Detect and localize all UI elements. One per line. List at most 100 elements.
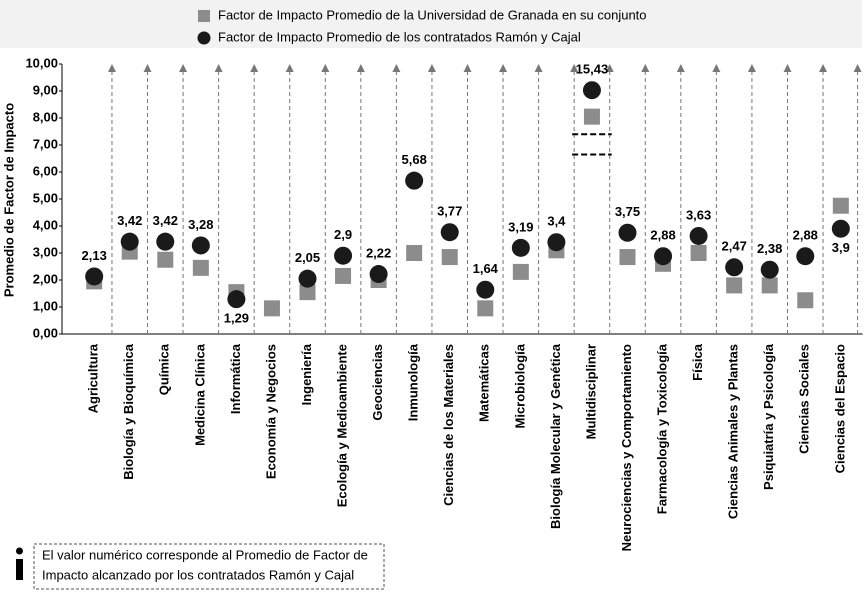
circle-marker [440, 223, 459, 242]
data-label: 3,28 [188, 217, 213, 232]
separator-arrow [427, 64, 436, 72]
data-label: 5,68 [402, 152, 427, 167]
square-marker [761, 277, 778, 294]
square-marker [406, 245, 423, 261]
square-marker [441, 249, 458, 266]
x-tick-label: Matemáticas [477, 344, 492, 422]
square-marker [477, 300, 494, 317]
data-label: 3,42 [153, 213, 178, 228]
x-tick-label: Física [690, 343, 705, 381]
y-tick-label: 9,00 [33, 82, 58, 97]
circle-marker [476, 280, 495, 299]
square-marker [797, 292, 814, 309]
separator-arrow [534, 64, 543, 72]
circle-marker [298, 269, 317, 288]
circle-marker [191, 236, 210, 255]
y-tick-label: 4,00 [33, 217, 58, 232]
separator-arrow [676, 64, 685, 72]
separator-arrow [747, 64, 756, 72]
separator-arrow [499, 64, 508, 72]
legend-label: Factor de Impacto Promedio de los contra… [218, 29, 581, 44]
circle-marker [334, 246, 353, 265]
y-tick-label: 5,00 [33, 190, 58, 205]
data-label: 3,19 [508, 219, 533, 234]
y-tick-label: 10,00 [25, 55, 58, 70]
data-label: 15,43 [576, 62, 609, 77]
info-icon-dot [16, 547, 23, 555]
separator-arrow [321, 64, 330, 72]
x-tick-label: Ecología y Medioambiente [334, 344, 349, 507]
data-label: 3,4 [547, 214, 566, 229]
data-label: 3,75 [615, 204, 640, 219]
separator-arrow [641, 64, 650, 72]
separator-arrow [605, 64, 614, 72]
data-label: 2,38 [757, 241, 782, 256]
break-gap [576, 134, 608, 155]
x-tick-label: Medicina Clínica [192, 343, 207, 446]
circle-marker [760, 260, 779, 279]
separator-arrow [570, 64, 579, 72]
square-marker [726, 277, 743, 294]
x-tick-label: Biología Molecular y Genética [548, 343, 563, 529]
circle-marker [654, 247, 673, 266]
y-tick-label: 8,00 [33, 109, 58, 124]
separator-arrow [179, 64, 188, 72]
data-label: 3,77 [437, 204, 462, 219]
circle-marker [85, 267, 104, 286]
separator-arrow [285, 64, 294, 72]
data-label: 2,47 [722, 239, 747, 254]
circle-marker [582, 81, 601, 100]
data-label: 2,9 [334, 227, 352, 242]
circle-marker [369, 265, 388, 284]
separator-arrow [392, 64, 401, 72]
square-marker [299, 284, 316, 301]
x-tick-label: Informática [228, 343, 243, 414]
circle-marker [796, 247, 815, 266]
square-marker [157, 251, 174, 268]
data-label: 3,9 [832, 240, 850, 255]
y-tick-label: 7,00 [33, 136, 58, 151]
circle-marker [120, 232, 139, 251]
circle-marker [725, 258, 744, 277]
y-tick-label: 6,00 [33, 163, 58, 178]
x-tick-label: Agricultura [86, 343, 101, 413]
circle-marker [689, 226, 708, 245]
data-label: 1,64 [473, 261, 499, 276]
data-label: 2,88 [793, 228, 818, 243]
x-tick-label: Psiquiatría y Psicología [761, 343, 776, 490]
note-line: Impacto alcanzado por los contratados Ra… [42, 567, 354, 582]
square-marker [832, 197, 849, 214]
separator-arrow [819, 64, 828, 72]
legend-marker [198, 10, 210, 22]
circle-marker [547, 233, 566, 252]
square-marker [192, 259, 209, 276]
square-marker [335, 267, 352, 284]
square-marker [583, 108, 600, 125]
separator-arrow [143, 64, 152, 72]
separator-arrow [214, 64, 223, 72]
data-label: 3,63 [686, 207, 711, 222]
note-box [33, 543, 385, 590]
data-label: 3,42 [117, 213, 142, 228]
x-tick-label: Microbiología [512, 343, 527, 428]
square-marker [619, 249, 636, 266]
circle-marker [511, 238, 530, 257]
circle-marker [156, 232, 175, 251]
x-tick-label: Biología y Bioquímica [121, 343, 136, 480]
x-tick-label: Farmacología y Toxicología [654, 343, 669, 514]
separator-arrow [463, 64, 472, 72]
x-tick-label: Inmunología [406, 343, 421, 421]
y-tick-label: 3,00 [33, 244, 58, 259]
legend-bg [0, 0, 862, 48]
x-tick-label: Ciencias Animales y Plantas [726, 344, 741, 519]
separator-arrow [853, 64, 862, 72]
separator-arrow [783, 64, 792, 72]
y-tick-label: 1,00 [33, 298, 58, 313]
separator-arrow [107, 64, 116, 72]
legend-marker [197, 31, 211, 45]
circle-marker [618, 223, 637, 242]
circle-marker [405, 171, 424, 190]
x-tick-label: Multidisciplinar [583, 344, 598, 439]
x-tick-label: Ingeniería [299, 343, 314, 405]
